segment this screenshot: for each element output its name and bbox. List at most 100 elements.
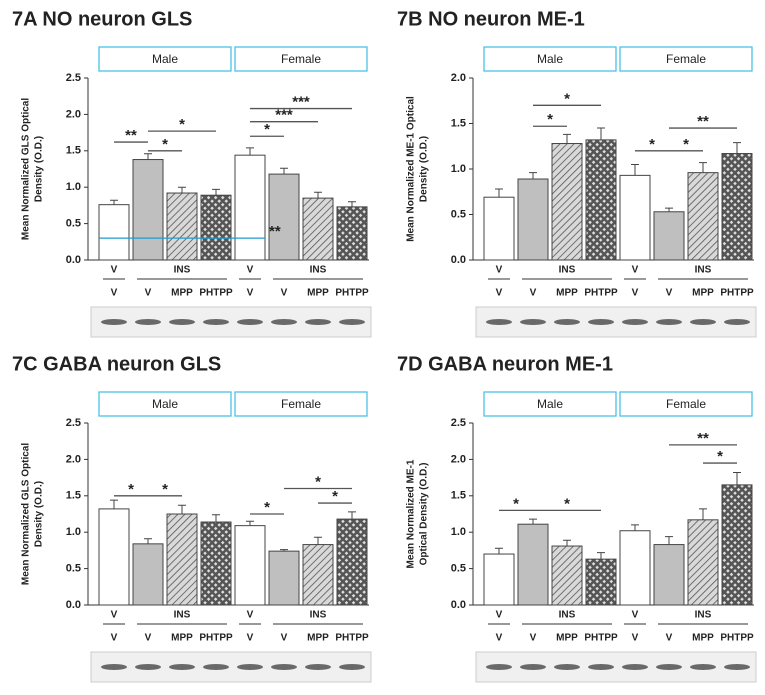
blot-frame [476, 307, 756, 337]
x-tick-label: V [632, 288, 639, 299]
error-bar [144, 154, 152, 160]
group-label: Female [281, 52, 321, 66]
bar [269, 174, 299, 260]
x-group-label: INS [695, 265, 712, 276]
bar [99, 509, 129, 605]
group-label: Female [666, 52, 706, 66]
y-axis-label: Mean Normalized GLS Optical [21, 443, 32, 585]
x-tick-label: V [247, 288, 254, 299]
error-bar [529, 173, 537, 179]
error-bar [597, 128, 605, 140]
error-bar [212, 515, 220, 522]
bar [167, 193, 197, 260]
y-axis-label: Density (O.D.) [34, 481, 45, 547]
group-label: Male [152, 52, 178, 66]
bar [586, 140, 616, 260]
bar [303, 198, 333, 260]
bar [654, 212, 684, 260]
bar [688, 173, 718, 260]
bar [167, 514, 197, 605]
error-bar [495, 548, 503, 554]
y-tick-label: 0.5 [66, 563, 81, 575]
error-bar [246, 521, 254, 525]
y-tick-label: 2.5 [66, 72, 81, 84]
bar [586, 559, 616, 605]
group-label: Male [152, 397, 178, 411]
significance-label: * [564, 495, 570, 512]
bar [688, 520, 718, 605]
significance-label: * [332, 488, 338, 505]
significance-label: * [162, 136, 168, 153]
y-axis-label: Density (O.D.) [34, 136, 45, 202]
x-group-label: INS [310, 265, 327, 276]
significance-label: *** [292, 94, 310, 111]
x-tick-label: V [496, 633, 503, 644]
x-tick-label: V [281, 288, 288, 299]
panel-title: 7C GABA neuron GLS [12, 353, 221, 375]
error-bar [144, 539, 152, 544]
figure: 7A NO neuron GLSMean Normalized GLS Opti… [0, 0, 765, 690]
bar [484, 197, 514, 260]
significance-label: * [162, 481, 168, 498]
significance-label: * [547, 111, 553, 128]
x-tick-label: PHTPP [720, 633, 754, 644]
x-tick-label: MPP [556, 288, 578, 299]
bar [235, 526, 265, 605]
blot-frame [476, 652, 756, 682]
x-tick-label: V [145, 633, 152, 644]
x-group-label: INS [695, 610, 712, 621]
y-tick-label: 0.0 [66, 599, 81, 611]
significance-label: ** [697, 430, 709, 447]
bar [99, 205, 129, 260]
y-tick-label: 1.0 [66, 526, 81, 538]
bar [722, 485, 752, 605]
y-tick-label: 1.0 [451, 163, 466, 175]
error-bar [110, 200, 118, 204]
error-bar [110, 500, 118, 509]
error-bar [178, 505, 186, 514]
panel-title: 7B NO neuron ME-1 [397, 8, 585, 30]
x-group-label: V [111, 265, 118, 276]
x-group-label: INS [310, 610, 327, 621]
bar [722, 154, 752, 260]
error-bar [314, 192, 322, 198]
bar [133, 160, 163, 260]
error-bar [733, 473, 741, 485]
bar [518, 179, 548, 260]
significance-label: ** [269, 223, 281, 240]
bar [518, 524, 548, 605]
x-tick-label: MPP [307, 633, 329, 644]
x-tick-label: MPP [171, 633, 193, 644]
error-bar [348, 512, 356, 519]
bar [484, 554, 514, 605]
blot-frame [91, 652, 371, 682]
x-tick-label: V [666, 633, 673, 644]
y-tick-label: 1.5 [451, 490, 466, 502]
significance-label: * [264, 121, 270, 138]
x-tick-label: MPP [692, 633, 714, 644]
error-bar [314, 537, 322, 544]
error-bar [246, 148, 254, 155]
bar [133, 544, 163, 605]
error-bar [699, 509, 707, 520]
bar [235, 155, 265, 260]
significance-label: ** [697, 113, 709, 130]
error-bar [665, 208, 673, 212]
x-tick-label: MPP [556, 633, 578, 644]
x-tick-label: PHTPP [720, 288, 754, 299]
x-group-label: V [111, 610, 118, 621]
y-tick-label: 0.0 [451, 254, 466, 266]
x-tick-label: V [247, 633, 254, 644]
error-bar [563, 134, 571, 143]
x-tick-label: V [666, 288, 673, 299]
significance-label: ** [125, 127, 137, 144]
error-bar [529, 519, 537, 524]
group-label: Male [537, 52, 563, 66]
y-tick-label: 0.5 [451, 208, 466, 220]
bar [303, 545, 333, 605]
bar [620, 531, 650, 605]
x-group-label: V [496, 265, 503, 276]
blot-frame [91, 307, 371, 337]
x-tick-label: PHTPP [199, 288, 233, 299]
y-tick-label: 2.0 [66, 453, 81, 465]
